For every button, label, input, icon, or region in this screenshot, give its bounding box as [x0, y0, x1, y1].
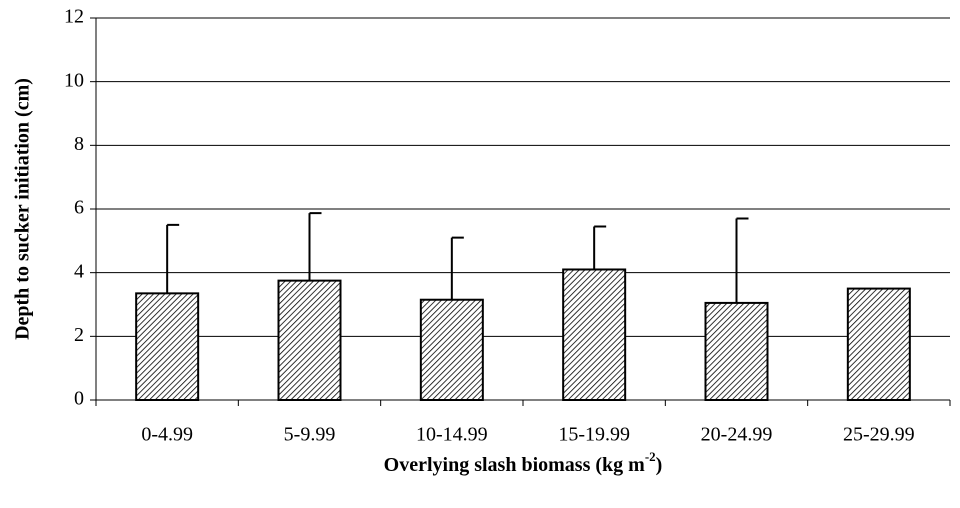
x-tick-label: 5-9.99 — [284, 424, 336, 446]
error-bar — [308, 212, 322, 281]
x-axis-title-end: ) — [656, 454, 663, 476]
x-axis-title: Overlying slash biomass (kg m-2) — [384, 449, 663, 476]
x-tick-label: 10-14.99 — [416, 424, 488, 446]
y-axis-title: Depth to sucker initiation (cm) — [12, 78, 34, 340]
x-axis-title-text: Overlying slash biomass (kg m — [384, 454, 645, 476]
bar — [277, 279, 342, 401]
y-tick-label: 10 — [64, 69, 84, 91]
error-bar — [166, 223, 180, 294]
x-axis-title-sup: -2 — [645, 449, 656, 464]
y-tick-label: 8 — [74, 133, 84, 155]
bar — [846, 287, 911, 402]
y-tick-label: 2 — [74, 324, 84, 346]
bar — [419, 298, 484, 402]
error-bar — [450, 236, 464, 300]
y-tick-label: 6 — [74, 197, 84, 219]
y-tick-label: 12 — [64, 6, 84, 28]
x-tick-label: 20-24.99 — [701, 424, 773, 446]
bar — [562, 268, 627, 401]
x-tick-label: 15-19.99 — [558, 424, 630, 446]
y-tick-label: 0 — [74, 388, 84, 410]
error-bar — [593, 225, 607, 270]
bar — [704, 301, 769, 401]
x-tick-label: 25-29.99 — [843, 424, 915, 446]
bar — [135, 292, 200, 402]
error-bar — [735, 217, 749, 303]
x-tick-label: 0-4.99 — [141, 424, 193, 446]
y-tick-label: 4 — [74, 260, 84, 282]
